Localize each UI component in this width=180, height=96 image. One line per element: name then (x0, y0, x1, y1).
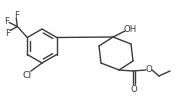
Text: O: O (146, 65, 152, 74)
Text: F: F (5, 29, 10, 38)
Text: F: F (14, 10, 19, 19)
Text: O: O (131, 84, 137, 94)
Text: OH: OH (123, 24, 137, 34)
Text: F: F (4, 17, 9, 26)
Text: Cl: Cl (22, 70, 32, 79)
